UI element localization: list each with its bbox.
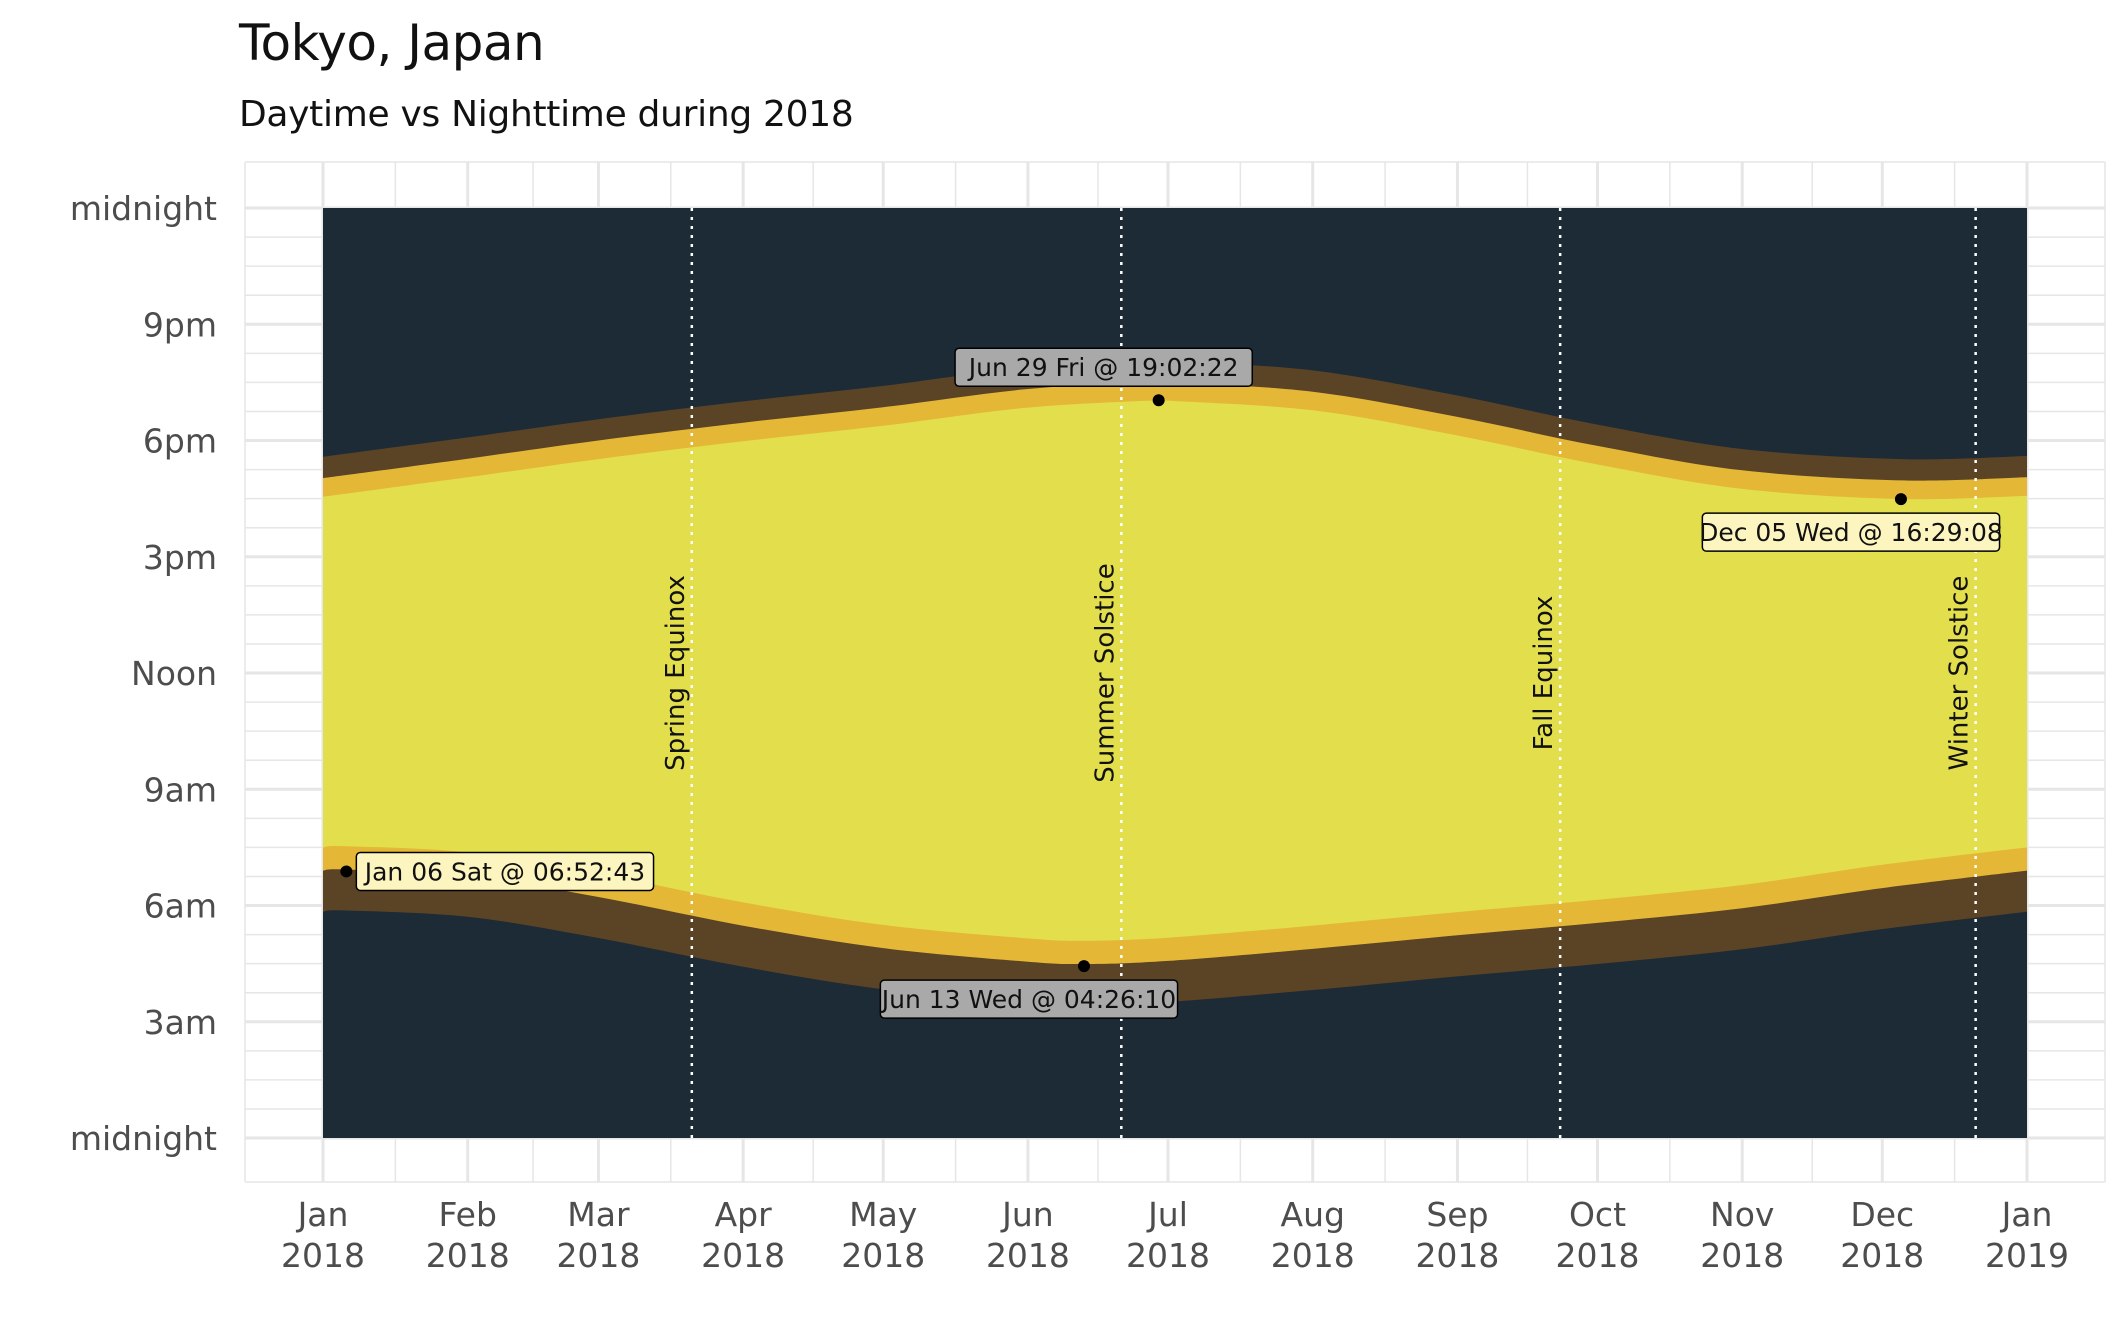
x-tick-year: 2018 [1556, 1236, 1640, 1275]
x-tick-year: 2018 [1700, 1236, 1784, 1275]
annotation: Jun 13 Wed @ 04:26:10 [879, 960, 1179, 1019]
annotation-label: Jan 06 Sat @ 06:52:43 [363, 857, 645, 886]
x-tick-month: Oct [1569, 1195, 1626, 1234]
x-tick-label: Sep 2018 [1415, 1195, 1499, 1275]
y-tick-label: 9am [144, 770, 217, 809]
event-label: Summer Solstice [1090, 563, 1120, 782]
x-tick-year: 2018 [841, 1236, 925, 1275]
y-tick-label: Noon [131, 654, 217, 693]
x-tick-label: Jan 2018 [281, 1195, 365, 1275]
x-tick-month: Apr [715, 1195, 773, 1234]
chart-title: Tokyo, Japan [239, 14, 545, 72]
annotation: Jun 29 Fri @ 19:02:22 [954, 347, 1254, 407]
x-tick-label: Oct 2018 [1556, 1195, 1640, 1275]
x-tick-label: Aug 2018 [1271, 1195, 1355, 1275]
x-tick-year: 2018 [1271, 1236, 1355, 1275]
x-tick-month: Dec [1850, 1195, 1914, 1234]
x-tick-year: 2018 [1126, 1236, 1210, 1275]
x-tick-label: Jul 2018 [1126, 1195, 1210, 1275]
y-tick-label: 6am [144, 887, 217, 926]
annotation-point [1077, 960, 1090, 973]
annotation-label: Jun 13 Wed @ 04:26:10 [880, 985, 1176, 1014]
annotation-label: Dec 05 Wed @ 16:29:08 [1699, 518, 2003, 547]
y-tick-label: 3pm [143, 538, 217, 577]
annotation-label: Jun 29 Fri @ 19:02:22 [967, 353, 1239, 382]
x-tick-year: 2018 [986, 1236, 1070, 1275]
x-tick-year: 2018 [1840, 1236, 1924, 1275]
x-tick-month: May [849, 1195, 917, 1234]
x-tick-label: Jan 2019 [1985, 1195, 2069, 1275]
x-tick-month: Jun [1000, 1195, 1054, 1234]
chart-subtitle: Daytime vs Nighttime during 2018 [239, 94, 854, 135]
x-tick-month: Jan [2000, 1195, 2053, 1234]
annotation-label-box [954, 347, 1254, 387]
x-tick-label: Mar 2018 [556, 1195, 640, 1275]
x-tick-year: 2019 [1985, 1236, 2069, 1275]
annotation-point [1152, 394, 1165, 407]
x-tick-month: Nov [1710, 1195, 1774, 1234]
x-tick-year: 2018 [1415, 1236, 1499, 1275]
x-tick-year: 2018 [281, 1236, 365, 1275]
annotation-label-box [355, 851, 655, 892]
x-tick-month: Jan [296, 1195, 349, 1234]
x-tick-month: Feb [439, 1195, 497, 1234]
annotation-point [340, 865, 353, 878]
y-tick-label: 9pm [143, 305, 217, 344]
x-tick-label: Feb 2018 [426, 1195, 510, 1275]
x-tick-year: 2018 [556, 1236, 640, 1275]
annotation-point [1894, 493, 1907, 506]
y-tick-label: midnight [70, 1119, 217, 1158]
event-label: Fall Equinox [1529, 596, 1559, 751]
x-tick-label: Jun 2018 [986, 1195, 1070, 1275]
y-tick-label: midnight [70, 189, 217, 228]
annotation: Dec 05 Wed @ 16:29:08 [1699, 493, 2003, 552]
daylight-bands [323, 359, 2027, 1006]
annotation-label-box [1701, 512, 2001, 552]
x-tick-year: 2018 [426, 1236, 510, 1275]
x-tick-month: Mar [567, 1195, 630, 1234]
y-tick-label: 3am [144, 1003, 217, 1042]
event-label: Winter Solstice [1945, 576, 1975, 771]
y-tick-label: 6pm [143, 422, 217, 461]
x-tick-month: Sep [1426, 1195, 1488, 1234]
x-tick-label: Apr 2018 [701, 1195, 785, 1275]
x-tick-label: Nov 2018 [1700, 1195, 1784, 1275]
event-label: Spring Equinox [661, 575, 691, 771]
x-tick-month: Aug [1281, 1195, 1345, 1234]
x-tick-year: 2018 [701, 1236, 785, 1275]
daytime-band [323, 399, 2027, 941]
annotation-label-box [879, 979, 1179, 1019]
x-tick-label: Dec 2018 [1840, 1195, 1924, 1275]
x-tick-label: May 2018 [841, 1195, 925, 1275]
x-tick-month: Jul [1146, 1195, 1188, 1234]
annotation: Jan 06 Sat @ 06:52:43 [340, 851, 655, 892]
